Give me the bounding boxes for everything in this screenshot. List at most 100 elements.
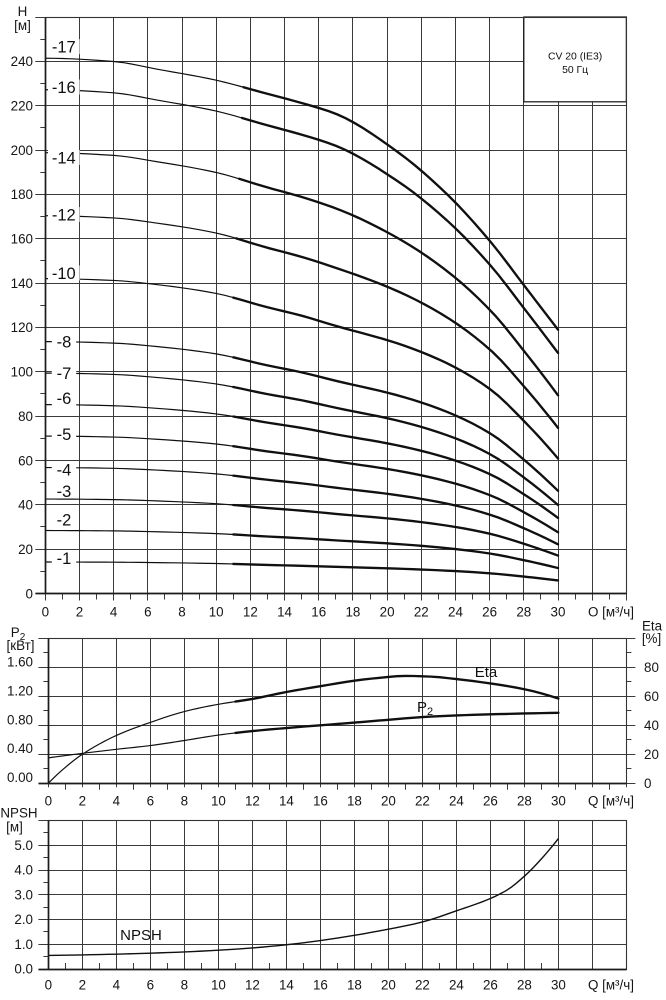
- svg-text:10: 10: [209, 605, 224, 620]
- svg-text:-4: -4: [57, 461, 72, 479]
- svg-text:30: 30: [551, 978, 566, 993]
- svg-text:[м]: [м]: [14, 18, 31, 33]
- svg-text:16: 16: [313, 794, 328, 809]
- svg-text:Eta: Eta: [475, 664, 498, 681]
- svg-text:50 Гц: 50 Гц: [562, 65, 588, 76]
- svg-text:30: 30: [551, 794, 566, 809]
- svg-text:16: 16: [313, 978, 328, 993]
- svg-text:CV 20 (IE3): CV 20 (IE3): [548, 52, 602, 63]
- svg-text:30: 30: [551, 605, 566, 620]
- svg-text:0: 0: [45, 978, 52, 993]
- svg-text:28: 28: [517, 978, 532, 993]
- svg-text:140: 140: [11, 276, 33, 291]
- svg-text:18: 18: [347, 794, 362, 809]
- svg-text:26: 26: [483, 978, 498, 993]
- svg-text:10: 10: [211, 794, 226, 809]
- svg-text:-17: -17: [52, 38, 76, 56]
- svg-text:26: 26: [483, 794, 498, 809]
- svg-text:20: 20: [18, 542, 33, 557]
- svg-text:24: 24: [448, 605, 463, 620]
- svg-text:2.0: 2.0: [14, 912, 33, 927]
- svg-text:40: 40: [644, 718, 659, 733]
- svg-text:О [м³/ч]: О [м³/ч]: [588, 605, 634, 620]
- svg-text:2: 2: [79, 794, 86, 809]
- svg-text:0: 0: [644, 776, 651, 791]
- svg-text:240: 240: [11, 54, 33, 69]
- svg-text:14: 14: [277, 605, 292, 620]
- svg-text:220: 220: [11, 98, 33, 113]
- svg-text:24: 24: [449, 978, 464, 993]
- svg-text:28: 28: [516, 605, 531, 620]
- svg-text:24: 24: [449, 794, 464, 809]
- svg-text:1.0: 1.0: [14, 937, 33, 952]
- svg-text:[%]: [%]: [642, 631, 661, 646]
- svg-text:18: 18: [347, 978, 362, 993]
- svg-text:200: 200: [11, 143, 33, 158]
- svg-text:26: 26: [482, 605, 497, 620]
- svg-text:20: 20: [644, 747, 659, 762]
- svg-text:22: 22: [415, 978, 430, 993]
- svg-text:NPSH: NPSH: [120, 927, 162, 944]
- svg-text:22: 22: [415, 794, 430, 809]
- svg-text:80: 80: [18, 409, 33, 424]
- svg-text:120: 120: [11, 320, 33, 335]
- svg-text:2: 2: [76, 605, 83, 620]
- svg-text:-2: -2: [57, 511, 72, 529]
- svg-text:-16: -16: [52, 79, 76, 97]
- svg-text:28: 28: [517, 794, 532, 809]
- svg-text:Q [м³/ч]: Q [м³/ч]: [588, 978, 634, 993]
- svg-text:3.0: 3.0: [14, 887, 33, 902]
- svg-text:-12: -12: [52, 206, 76, 224]
- svg-text:22: 22: [414, 605, 429, 620]
- svg-text:60: 60: [18, 453, 33, 468]
- svg-text:18: 18: [345, 605, 360, 620]
- svg-text:10: 10: [211, 978, 226, 993]
- svg-text:4: 4: [113, 978, 121, 993]
- svg-text:5.0: 5.0: [14, 838, 33, 853]
- svg-text:12: 12: [245, 978, 260, 993]
- svg-text:NPSH: NPSH: [0, 806, 37, 821]
- svg-text:0: 0: [42, 605, 49, 620]
- svg-text:4: 4: [113, 794, 121, 809]
- svg-text:-5: -5: [57, 426, 72, 444]
- svg-text:6: 6: [147, 794, 154, 809]
- svg-text:-8: -8: [57, 333, 72, 351]
- svg-text:-3: -3: [57, 483, 72, 501]
- svg-text:12: 12: [245, 794, 260, 809]
- svg-text:1.60: 1.60: [7, 654, 33, 669]
- svg-text:14: 14: [279, 978, 294, 993]
- svg-text:20: 20: [381, 978, 396, 993]
- svg-text:[кВт]: [кВт]: [7, 638, 35, 653]
- svg-text:8: 8: [181, 978, 188, 993]
- svg-text:160: 160: [11, 232, 33, 247]
- svg-text:16: 16: [311, 605, 326, 620]
- svg-text:Q [м³/ч]: Q [м³/ч]: [588, 794, 634, 809]
- svg-text:[м]: [м]: [6, 820, 23, 835]
- svg-text:Eta: Eta: [642, 619, 663, 634]
- svg-text:60: 60: [644, 689, 659, 704]
- svg-text:0.40: 0.40: [7, 741, 33, 756]
- svg-text:-1: -1: [57, 550, 72, 568]
- svg-text:6: 6: [147, 978, 154, 993]
- svg-text:-7: -7: [57, 365, 72, 383]
- svg-text:H: H: [18, 4, 28, 19]
- svg-text:180: 180: [11, 187, 33, 202]
- svg-text:1.20: 1.20: [7, 683, 33, 698]
- svg-text:20: 20: [380, 605, 395, 620]
- svg-text:20: 20: [381, 794, 396, 809]
- svg-text:-6: -6: [57, 390, 72, 408]
- svg-text:2: 2: [79, 978, 86, 993]
- svg-text:4.0: 4.0: [14, 863, 33, 878]
- svg-text:12: 12: [243, 605, 258, 620]
- svg-text:80: 80: [644, 660, 659, 675]
- svg-text:0.0: 0.0: [14, 962, 33, 977]
- svg-text:0: 0: [45, 794, 52, 809]
- svg-text:40: 40: [18, 498, 33, 513]
- svg-text:-10: -10: [52, 265, 76, 283]
- svg-text:0.00: 0.00: [7, 770, 33, 785]
- svg-text:14: 14: [279, 794, 294, 809]
- svg-text:4: 4: [110, 605, 118, 620]
- svg-text:8: 8: [178, 605, 185, 620]
- svg-text:0: 0: [26, 586, 33, 601]
- svg-text:0.80: 0.80: [7, 712, 33, 727]
